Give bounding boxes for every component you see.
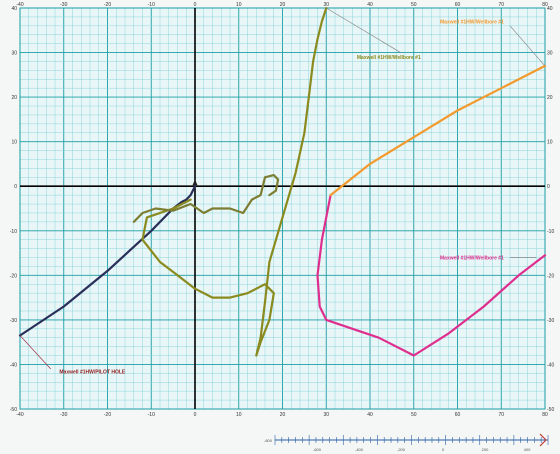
y-tick-label-left: 0 bbox=[14, 184, 17, 190]
x-tick-label-top: 10 bbox=[236, 2, 242, 8]
series-label-1: Maxwell #1HW/PILOT HOLE bbox=[59, 369, 126, 375]
x-tick-label-top: 50 bbox=[411, 2, 417, 8]
series-line-2 bbox=[141, 6, 328, 357]
sub-axis-label: -600 bbox=[313, 447, 322, 452]
x-tick-label-top: 60 bbox=[455, 2, 461, 8]
x-tick-label-top: 40 bbox=[367, 2, 373, 8]
tick-labels: -40 -40 -30 -30 -20 -20 -10 -10 0 0 10 10 20 20 30 30 40… bbox=[10, 2, 555, 418]
x-tick-label-bottom: 80 bbox=[542, 412, 548, 418]
y-tick-label-left: -40 bbox=[10, 362, 17, 368]
series-label-2: Maxwell #1HW/Wellbore #1 bbox=[357, 55, 421, 61]
series-labels: Maxwell #1HW/PILOT HOLE Maxwell #1HW/Well… bbox=[19, 7, 546, 375]
x-tick-label-top: -40 bbox=[16, 2, 23, 8]
x-tick-label-bottom: 0 bbox=[194, 412, 197, 418]
x-tick-label-top: 80 bbox=[542, 2, 548, 8]
axes bbox=[20, 8, 545, 409]
x-tick-label-bottom: -10 bbox=[148, 412, 155, 418]
series-label-4: Maxwell #1HW/Wellbore #1 bbox=[440, 20, 504, 26]
x-tick-label-top: 20 bbox=[280, 2, 286, 8]
sub-axis-label: 0 bbox=[442, 447, 445, 452]
surface-marker-icon bbox=[192, 179, 198, 186]
y-tick-label-right: 30 bbox=[547, 51, 553, 57]
leader-line bbox=[326, 7, 401, 53]
series-label-3: Maxwell #1HW/Wellbore #1 bbox=[440, 256, 504, 262]
y-tick-label-right: -40 bbox=[547, 362, 554, 368]
sub-axis-label: 200 bbox=[482, 447, 489, 452]
y-tick-label-left: 40 bbox=[11, 6, 17, 12]
y-tick-label-right: -50 bbox=[547, 407, 554, 413]
x-tick-label-bottom: 10 bbox=[236, 412, 242, 418]
x-tick-label-bottom: 50 bbox=[411, 412, 417, 418]
y-tick-label-left: -10 bbox=[10, 229, 17, 235]
x-tick-label-bottom: 70 bbox=[498, 412, 504, 418]
sub-axis-label: -200 bbox=[397, 447, 406, 452]
x-tick-label-bottom: 20 bbox=[280, 412, 286, 418]
y-tick-label-right: -20 bbox=[547, 273, 554, 279]
x-tick-label-top: 30 bbox=[323, 2, 329, 8]
series bbox=[18, 6, 547, 357]
x-tick-label-bottom: -20 bbox=[104, 412, 111, 418]
series-line-5 bbox=[132, 174, 280, 223]
y-tick-label-right: 40 bbox=[547, 6, 553, 12]
x-tick-label-top: -30 bbox=[60, 2, 67, 8]
series-line-4 bbox=[329, 64, 547, 197]
x-tick-label-top: -20 bbox=[104, 2, 111, 8]
y-tick-label-left: 30 bbox=[11, 51, 17, 57]
x-tick-label-top: 70 bbox=[498, 2, 504, 8]
x-tick-label-bottom: 30 bbox=[323, 412, 329, 418]
y-tick-label-left: -30 bbox=[10, 318, 17, 324]
sub-axis-label: 400 bbox=[524, 447, 531, 452]
y-tick-label-left: -50 bbox=[10, 407, 17, 413]
leader-line bbox=[509, 25, 546, 67]
y-tick-label-left: -20 bbox=[10, 273, 17, 279]
grid bbox=[19, 7, 546, 410]
y-tick-label-right: -10 bbox=[547, 229, 554, 235]
plot-border bbox=[19, 7, 546, 410]
y-tick-label-right: 20 bbox=[547, 95, 553, 101]
x-tick-label-bottom: -30 bbox=[60, 412, 67, 418]
secondary-axis: -800 -600 -400 -200 0 200 400 bbox=[264, 433, 549, 452]
y-tick-label-left: 10 bbox=[11, 140, 17, 146]
x-tick-label-bottom: -40 bbox=[16, 412, 23, 418]
arrow-right-icon bbox=[539, 433, 547, 447]
y-tick-label-right: -30 bbox=[547, 318, 554, 324]
y-tick-label-right: 0 bbox=[547, 184, 550, 190]
sub-axis-start-label: -800 bbox=[264, 438, 273, 443]
x-tick-label-bottom: 40 bbox=[367, 412, 373, 418]
sub-axis-label: -400 bbox=[355, 447, 364, 452]
x-tick-label-top: 0 bbox=[194, 2, 197, 8]
x-tick-label-top: -10 bbox=[148, 2, 155, 8]
y-tick-label-left: 20 bbox=[11, 95, 17, 101]
leader-line bbox=[19, 335, 51, 370]
x-tick-label-bottom: 60 bbox=[455, 412, 461, 418]
y-tick-label-right: 10 bbox=[547, 140, 553, 146]
series-line-3 bbox=[316, 194, 547, 357]
